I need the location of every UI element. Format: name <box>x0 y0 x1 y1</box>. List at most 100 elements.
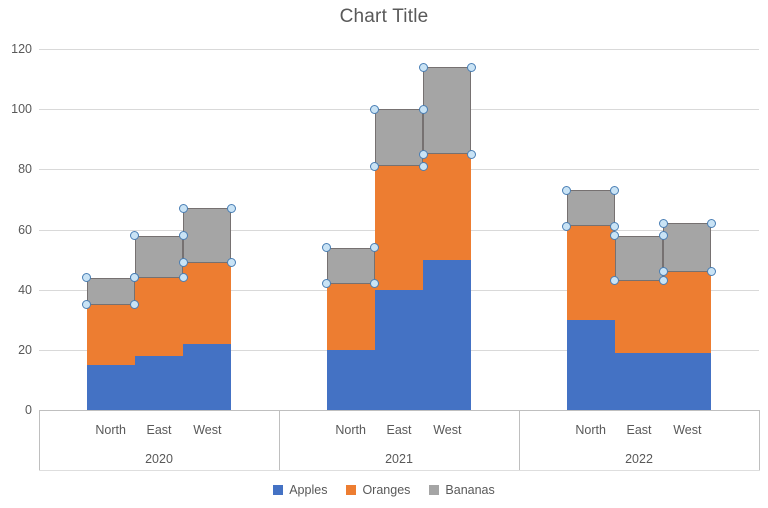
legend-item-oranges[interactable]: Oranges <box>346 483 410 497</box>
bar-2020-north-bananas[interactable] <box>86 277 135 305</box>
bar-2022-north-apples[interactable] <box>566 319 615 410</box>
bar-2022-west-apples[interactable] <box>663 352 712 410</box>
legend-swatch-apples <box>273 485 284 495</box>
bar-2022-east-oranges[interactable] <box>614 280 664 353</box>
legend-item-apples[interactable]: Apples <box>273 483 327 497</box>
legend-label: Oranges <box>362 483 411 497</box>
legend[interactable]: Apples Oranges Bananas <box>0 483 768 497</box>
bar-2022-west-bananas[interactable] <box>663 223 712 272</box>
bar-2021-east-bananas[interactable] <box>374 109 424 167</box>
selection-handle <box>82 300 91 310</box>
bar-2021-west-oranges[interactable] <box>423 154 472 260</box>
selection-handle <box>322 279 331 289</box>
legend-item-bananas[interactable]: Bananas <box>429 483 495 497</box>
selection-handle <box>610 231 620 241</box>
bar-2022-west-oranges[interactable] <box>663 271 712 353</box>
bar-2020-west-oranges[interactable] <box>183 262 232 344</box>
bar-2021-north-bananas[interactable] <box>326 247 375 284</box>
selection-handle <box>370 161 380 171</box>
selection-handle <box>658 267 668 277</box>
axis-group-divider <box>759 410 760 470</box>
category-axis-bottom-line <box>39 470 760 471</box>
axis-group-divider <box>519 410 520 470</box>
y-axis-label-40[interactable]: 40 <box>18 282 32 297</box>
category-label-2021-west[interactable]: West <box>433 423 462 437</box>
selection-handle <box>178 231 188 241</box>
bar-2021-north-apples[interactable] <box>326 349 375 410</box>
selection-handle <box>370 243 380 253</box>
y-axis-label-100[interactable]: 100 <box>11 102 32 117</box>
bar-2021-east-apples[interactable] <box>374 289 424 410</box>
selection-handle <box>130 300 140 310</box>
legend-label: Apples <box>289 483 328 497</box>
selection-handle <box>418 161 428 171</box>
bar-2022-north-oranges[interactable] <box>566 226 615 320</box>
selection-handle <box>467 62 476 72</box>
category-label-2022-north[interactable]: North <box>575 423 606 437</box>
y-axis-label-60[interactable]: 60 <box>18 222 32 237</box>
selection-handle <box>418 149 428 159</box>
bar-2020-north-oranges[interactable] <box>86 304 135 365</box>
category-label-2022-east[interactable]: East <box>626 423 652 437</box>
selection-handle <box>370 104 380 114</box>
bar-2021-west-apples[interactable] <box>423 259 472 410</box>
selection-handle <box>467 149 476 159</box>
y-axis-label-0[interactable]: 0 <box>25 403 32 417</box>
selection-handle <box>322 243 331 253</box>
bar-2022-east-apples[interactable] <box>614 352 664 410</box>
axis-group-divider <box>279 410 280 470</box>
selection-handle <box>610 185 620 195</box>
bar-2020-east-apples[interactable] <box>134 355 184 410</box>
bar-2022-east-bananas[interactable] <box>614 235 664 281</box>
category-label-2020-north[interactable]: North <box>95 423 126 437</box>
selection-handle <box>418 62 428 72</box>
bar-2020-east-oranges[interactable] <box>134 277 184 356</box>
y-axis-label-20[interactable]: 20 <box>18 342 32 357</box>
selection-handle <box>707 218 716 228</box>
bar-2021-east-oranges[interactable] <box>374 166 424 290</box>
selection-handle <box>658 218 668 228</box>
selection-handle <box>707 267 716 277</box>
group-label-2020[interactable]: 2020 <box>145 452 173 466</box>
legend-swatch-bananas <box>429 485 440 495</box>
selection-handle <box>658 231 668 241</box>
category-label-2022-west[interactable]: West <box>673 423 702 437</box>
y-axis-label-80[interactable]: 80 <box>18 162 32 177</box>
selection-handle <box>562 185 571 195</box>
category-label-2020-east[interactable]: East <box>146 423 172 437</box>
bar-2020-west-apples[interactable] <box>183 343 232 410</box>
category-label-2020-west[interactable]: West <box>193 423 222 437</box>
legend-label: Bananas <box>445 483 495 497</box>
bar-2020-north-apples[interactable] <box>86 364 135 410</box>
group-label-2021[interactable]: 2021 <box>385 452 413 466</box>
plot-area <box>39 49 759 410</box>
y-axis-label-120[interactable]: 120 <box>11 42 32 56</box>
category-label-2021-north[interactable]: North <box>335 423 366 437</box>
bar-2022-north-bananas[interactable] <box>566 190 615 227</box>
x-axis-line <box>39 410 760 411</box>
selection-handle <box>82 273 91 283</box>
selection-handle <box>562 221 571 231</box>
selection-handle <box>178 203 188 213</box>
selection-handle <box>658 276 668 286</box>
selection-handle <box>178 258 188 268</box>
selection-handle <box>130 273 140 283</box>
category-label-2021-east[interactable]: East <box>386 423 412 437</box>
selection-handle <box>178 273 188 283</box>
selection-handle <box>370 279 380 289</box>
selection-handle <box>610 276 620 286</box>
bar-2020-east-bananas[interactable] <box>134 235 184 278</box>
chart-title[interactable]: Chart Title <box>339 6 429 27</box>
group-label-2022[interactable]: 2022 <box>625 452 653 466</box>
selection-handle <box>227 258 236 268</box>
selection-handle <box>610 221 620 231</box>
bar-2021-north-oranges[interactable] <box>326 283 375 350</box>
gridline-120 <box>39 49 759 50</box>
bar-2020-west-bananas[interactable] <box>183 208 232 263</box>
legend-swatch-oranges <box>346 485 357 495</box>
axis-group-divider <box>39 410 40 470</box>
bar-2021-west-bananas[interactable] <box>423 67 472 155</box>
selection-handle <box>130 231 140 241</box>
selection-handle <box>227 203 236 213</box>
